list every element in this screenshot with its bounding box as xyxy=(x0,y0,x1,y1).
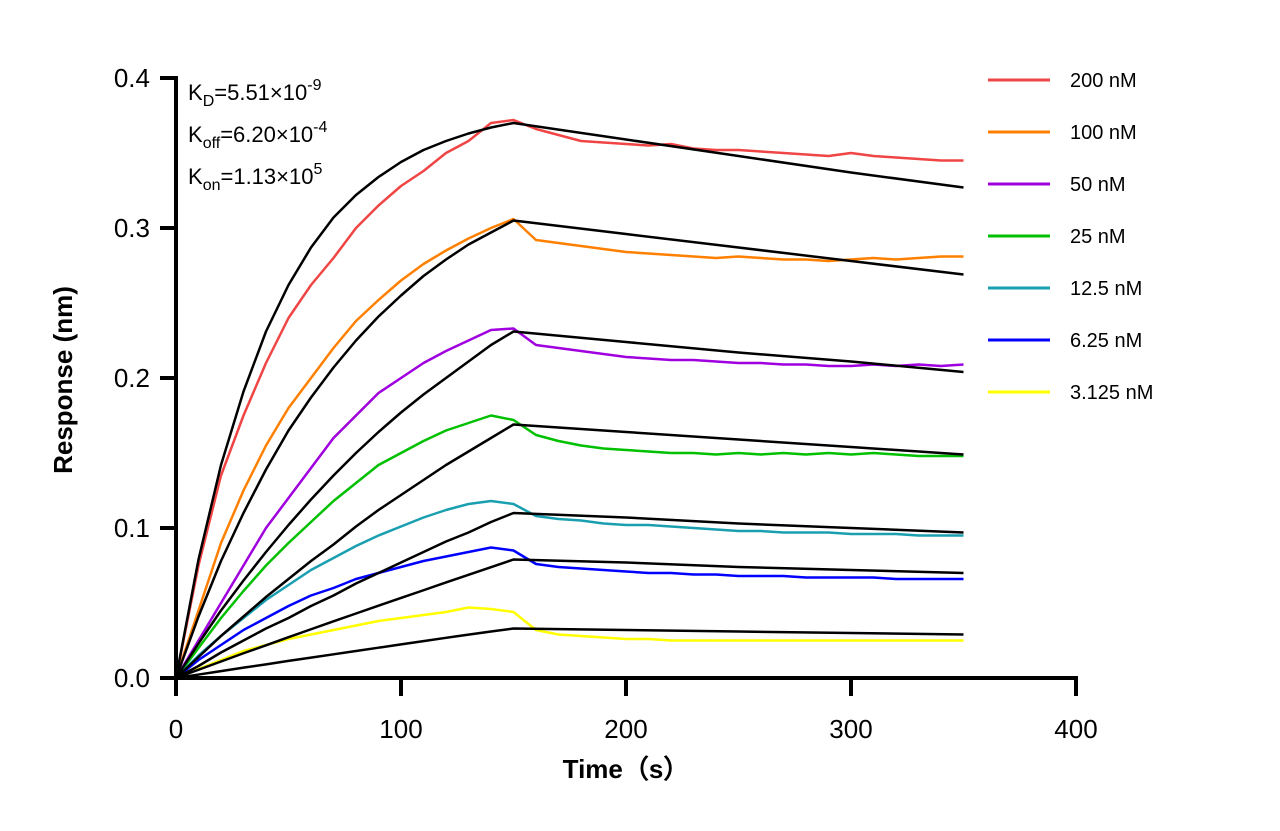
series-line-200-nM xyxy=(174,118,964,679)
y-axis-label: Response (nm) xyxy=(48,286,78,474)
legend-label: 6.25 nM xyxy=(1070,330,1142,352)
x-tick-label: 0 xyxy=(169,714,183,744)
x-tick-label: 100 xyxy=(379,714,422,744)
y-tick-label: 0.4 xyxy=(114,63,150,93)
legend-item: 25 nM xyxy=(988,226,1126,248)
x-tick-label: 300 xyxy=(829,714,872,744)
x-axis-label: Time（s） xyxy=(563,754,690,784)
legend-label: 3.125 nM xyxy=(1070,382,1153,404)
legend-label: 200 nM xyxy=(1070,70,1137,92)
legend-label: 100 nM xyxy=(1070,122,1137,144)
kon-annotation: Kon=1.13×105 xyxy=(188,161,322,194)
legend: 200 nM 100 nM 50 nM 25 nM 12.5 nM 6.25 nM 3.12… xyxy=(988,70,1153,404)
y-tick-label: 0.1 xyxy=(114,513,150,543)
fit-line-12_5-nM xyxy=(175,511,964,680)
legend-label: 50 nM xyxy=(1070,174,1126,196)
fit-line-50-nM xyxy=(174,330,964,679)
legend-item: 6.25 nM xyxy=(988,330,1142,352)
series-line-6_25-nM xyxy=(175,546,964,679)
y-tick-label: 0.2 xyxy=(114,363,150,393)
series-line-100-nM xyxy=(174,217,964,679)
fit-line-100-nM xyxy=(174,219,964,679)
x-tick-label: 400 xyxy=(1054,714,1097,744)
koff-annotation: Koff=6.20×10-4 xyxy=(188,119,328,152)
fit-layer xyxy=(174,121,964,680)
series-line-25-nM xyxy=(175,414,964,679)
legend-item: 50 nM xyxy=(988,174,1126,196)
legend-label: 12.5 nM xyxy=(1070,278,1142,300)
legend-item: 200 nM xyxy=(988,70,1137,92)
kinetics-annotation: KD=5.51×10-9 Koff=6.20×10-4 Kon=1.13×105 xyxy=(188,77,328,194)
legend-item: 100 nM xyxy=(988,122,1137,144)
x-tick-label: 200 xyxy=(604,714,647,744)
legend-item: 12.5 nM xyxy=(988,278,1142,300)
fit-line-200-nM xyxy=(174,121,964,679)
series-line-50-nM xyxy=(174,327,964,679)
series-layer xyxy=(174,118,964,680)
fit-line-6_25-nM xyxy=(175,558,964,680)
kd-annotation: KD=5.51×10-9 xyxy=(188,77,322,110)
fit-line-3_125-nM xyxy=(175,627,964,680)
y-tick-label: 0.0 xyxy=(114,663,150,693)
legend-item: 3.125 nM xyxy=(988,382,1153,404)
legend-label: 25 nM xyxy=(1070,226,1126,248)
series-line-3_125-nM xyxy=(175,606,964,680)
y-tick-label: 0.3 xyxy=(114,213,150,243)
series-line-12_5-nM xyxy=(175,499,964,679)
ticks: 0 100 200 300 400 0.0 0.1 0.2 0.3 0.4 xyxy=(114,63,1098,744)
fit-line-25-nM xyxy=(175,423,964,679)
